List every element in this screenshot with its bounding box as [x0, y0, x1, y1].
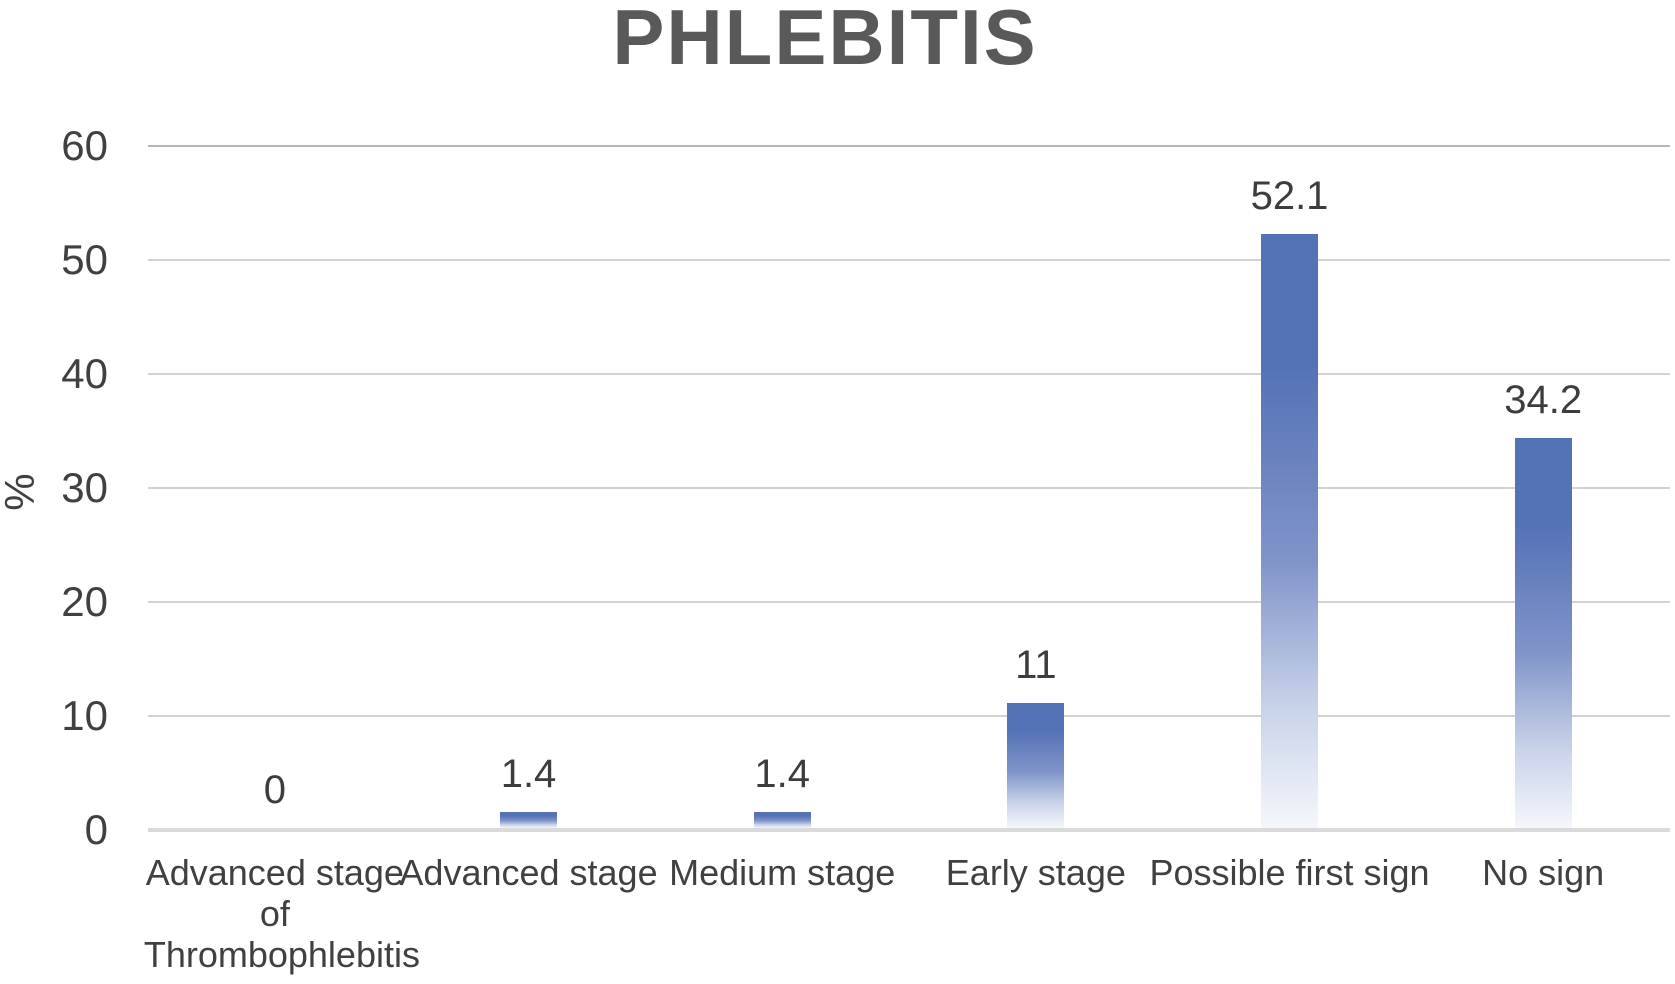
- bar-value-label: 34.2: [1504, 378, 1583, 422]
- bar: [500, 812, 557, 828]
- gridline: [148, 373, 1670, 375]
- bar: [1514, 438, 1572, 828]
- bar-value-label: 1.4: [754, 752, 810, 796]
- y-tick-label: 60: [61, 122, 108, 169]
- x-axis-baseline: [148, 828, 1670, 832]
- gridline: [148, 715, 1670, 717]
- bar-value-label: 52.1: [1250, 174, 1329, 218]
- y-tick-label: 10: [61, 692, 108, 739]
- gridline: [148, 145, 1670, 147]
- bar-value-label: 0: [263, 768, 286, 812]
- y-tick-label: 50: [61, 236, 108, 283]
- y-tick-label: 20: [61, 578, 108, 625]
- x-category-label: Medium stage: [669, 852, 896, 893]
- bar: [1261, 234, 1318, 828]
- bar: [753, 812, 811, 828]
- x-category-label: Early stage: [945, 852, 1126, 893]
- gridline: [148, 259, 1670, 261]
- chart-title: PHLEBITIS: [612, 0, 1038, 81]
- gridline: [148, 487, 1670, 489]
- bar: [1007, 703, 1065, 828]
- x-category-label: No sign: [1482, 852, 1605, 893]
- bar-value-label: 11: [1015, 643, 1057, 687]
- y-tick-label: 40: [61, 350, 108, 397]
- bar-value-label: 1.4: [500, 752, 557, 796]
- x-category-label: Possible first sign: [1149, 852, 1430, 893]
- y-tick-label: 0: [84, 806, 108, 853]
- y-tick-label: 30: [61, 464, 108, 511]
- x-category-label: Advanced stage of Thrombophlebitis: [143, 852, 420, 975]
- gridline: [148, 601, 1670, 603]
- x-category-label: Advanced stage: [399, 852, 658, 893]
